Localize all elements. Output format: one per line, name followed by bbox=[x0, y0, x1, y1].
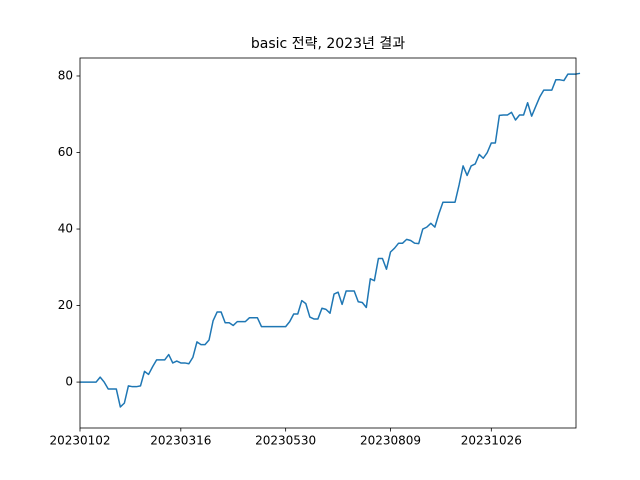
x-tick-label: 20231026 bbox=[461, 434, 522, 448]
line-series bbox=[80, 72, 581, 408]
x-tick-label: 20230316 bbox=[150, 434, 211, 448]
y-tick-label: 40 bbox=[58, 222, 73, 236]
x-tick-label: 20230809 bbox=[360, 434, 421, 448]
x-tick-label: 20230102 bbox=[49, 434, 110, 448]
y-tick-label: 0 bbox=[65, 375, 73, 389]
y-tick-label: 20 bbox=[58, 298, 73, 312]
x-tick-label: 20230530 bbox=[255, 434, 316, 448]
chart-title: basic 전략, 2023년 결과 bbox=[251, 36, 405, 52]
y-tick-label: 60 bbox=[58, 145, 73, 159]
y-tick-label: 80 bbox=[58, 68, 73, 82]
plot-frame bbox=[79, 57, 577, 429]
